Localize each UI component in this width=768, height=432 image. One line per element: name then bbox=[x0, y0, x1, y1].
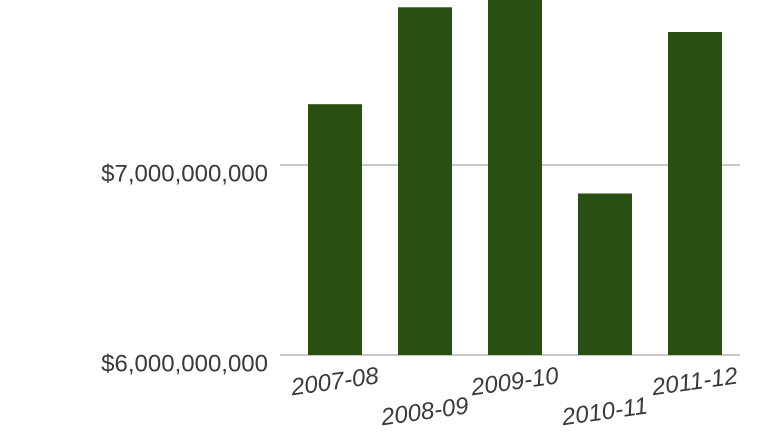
bar bbox=[668, 32, 722, 355]
bar bbox=[398, 7, 452, 356]
bar bbox=[488, 0, 542, 355]
x-tick-label: 2009-10 bbox=[468, 362, 561, 401]
y-tick-label: $6,000,000,000 bbox=[101, 350, 268, 377]
x-tick-label: 2011-12 bbox=[649, 362, 739, 401]
x-tick-label: 2010-11 bbox=[559, 392, 649, 431]
x-tick-label: 2008-09 bbox=[378, 392, 470, 431]
bar bbox=[308, 104, 362, 355]
y-tick-label: $7,000,000,000 bbox=[101, 160, 268, 187]
x-tick-label: 2007-08 bbox=[288, 362, 381, 401]
bar bbox=[578, 193, 632, 355]
